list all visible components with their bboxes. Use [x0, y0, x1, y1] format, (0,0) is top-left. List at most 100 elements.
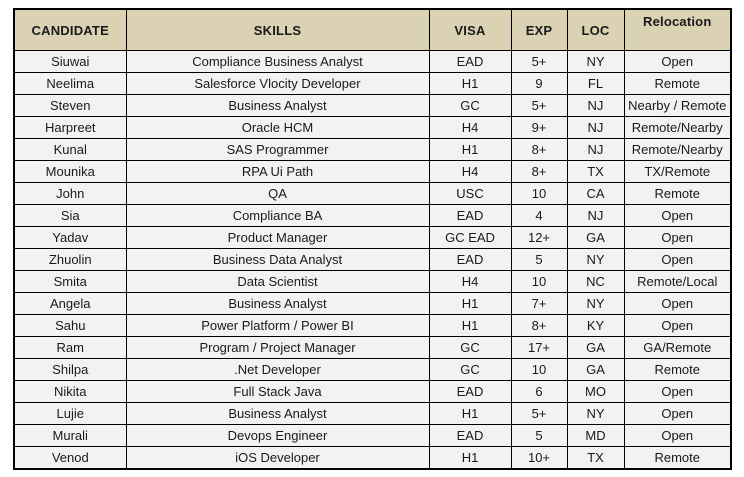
cell-visa: USC — [428, 182, 512, 205]
cell-exp: 10+ — [510, 446, 568, 470]
cell-candidate: Neelima — [13, 72, 127, 95]
header-row: CANDIDATE SKILLS VISA EXP LOC Relocation — [13, 8, 732, 51]
cell-skills: Data Scientist — [125, 270, 430, 293]
cell-visa: EAD — [428, 380, 512, 403]
candidates-table: CANDIDATE SKILLS VISA EXP LOC Relocation… — [13, 8, 732, 470]
cell-skills: Business Analyst — [125, 292, 430, 315]
table-row: Kunal SAS Programmer H1 8+ NJ Remote/Nea… — [13, 138, 732, 161]
cell-relocation: Remote — [623, 358, 732, 381]
cell-exp: 6 — [510, 380, 568, 403]
cell-relocation: Open — [623, 292, 732, 315]
table-row: Sahu Power Platform / Power BI H1 8+ KY … — [13, 314, 732, 337]
cell-visa: H4 — [428, 270, 512, 293]
cell-skills: Compliance Business Analyst — [125, 50, 430, 73]
cell-relocation: Nearby / Remote — [623, 94, 732, 117]
cell-visa: H1 — [428, 138, 512, 161]
cell-exp: 17+ — [510, 336, 568, 359]
table-row: Murali Devops Engineer EAD 5 MD Open — [13, 424, 732, 447]
cell-exp: 12+ — [510, 226, 568, 249]
table-row: Harpreet Oracle HCM H4 9+ NJ Remote/Near… — [13, 116, 732, 139]
cell-visa: EAD — [428, 424, 512, 447]
cell-candidate: Smita — [13, 270, 127, 293]
cell-visa: H4 — [428, 116, 512, 139]
cell-candidate: Angela — [13, 292, 127, 315]
cell-candidate: Steven — [13, 94, 127, 117]
column-header-relocation: Relocation — [623, 8, 732, 51]
column-header-exp: EXP — [510, 8, 568, 51]
cell-loc: MO — [566, 380, 625, 403]
table-row: Ram Program / Project Manager GC 17+ GA … — [13, 336, 732, 359]
cell-loc: TX — [566, 446, 625, 470]
cell-loc: NY — [566, 50, 625, 73]
table-row: Steven Business Analyst GC 5+ NJ Nearby … — [13, 94, 732, 117]
cell-relocation: Open — [623, 204, 732, 227]
cell-relocation: Remote — [623, 446, 732, 470]
cell-loc: NC — [566, 270, 625, 293]
cell-skills: RPA Ui Path — [125, 160, 430, 183]
column-header-visa: VISA — [428, 8, 512, 51]
cell-visa: GC — [428, 358, 512, 381]
cell-visa: H1 — [428, 402, 512, 425]
cell-relocation: Open — [623, 226, 732, 249]
cell-visa: EAD — [428, 248, 512, 271]
cell-exp: 10 — [510, 270, 568, 293]
cell-candidate: Lujie — [13, 402, 127, 425]
cell-loc: FL — [566, 72, 625, 95]
table-row: Lujie Business Analyst H1 5+ NY Open — [13, 402, 732, 425]
cell-visa: H1 — [428, 72, 512, 95]
cell-candidate: Murali — [13, 424, 127, 447]
cell-relocation: Remote/Nearby — [623, 138, 732, 161]
cell-skills: .Net Developer — [125, 358, 430, 381]
cell-visa: EAD — [428, 204, 512, 227]
cell-candidate: Siuwai — [13, 50, 127, 73]
cell-relocation: Remote — [623, 182, 732, 205]
table-row: John QA USC 10 CA Remote — [13, 182, 732, 205]
cell-relocation: Open — [623, 424, 732, 447]
table-row: Smita Data Scientist H4 10 NC Remote/Loc… — [13, 270, 732, 293]
cell-relocation: Open — [623, 402, 732, 425]
cell-visa: GC — [428, 94, 512, 117]
cell-loc: NJ — [566, 116, 625, 139]
cell-loc: NY — [566, 292, 625, 315]
cell-candidate: Sahu — [13, 314, 127, 337]
cell-skills: Devops Engineer — [125, 424, 430, 447]
table-row: Shilpa .Net Developer GC 10 GA Remote — [13, 358, 732, 381]
table-row: Zhuolin Business Data Analyst EAD 5 NY O… — [13, 248, 732, 271]
cell-relocation: TX/Remote — [623, 160, 732, 183]
cell-loc: NJ — [566, 94, 625, 117]
cell-relocation: Remote — [623, 72, 732, 95]
cell-loc: CA — [566, 182, 625, 205]
table-body: Siuwai Compliance Business Analyst EAD 5… — [13, 50, 732, 470]
cell-exp: 8+ — [510, 160, 568, 183]
cell-candidate: John — [13, 182, 127, 205]
cell-candidate: Kunal — [13, 138, 127, 161]
cell-exp: 5 — [510, 248, 568, 271]
cell-exp: 7+ — [510, 292, 568, 315]
cell-visa: H1 — [428, 446, 512, 470]
cell-exp: 5+ — [510, 50, 568, 73]
column-header-candidate: CANDIDATE — [13, 8, 127, 51]
cell-loc: NY — [566, 402, 625, 425]
cell-exp: 8+ — [510, 138, 568, 161]
cell-relocation: Open — [623, 380, 732, 403]
cell-loc: GA — [566, 226, 625, 249]
cell-skills: Salesforce Vlocity Developer — [125, 72, 430, 95]
cell-candidate: Shilpa — [13, 358, 127, 381]
table-row: Yadav Product Manager GC EAD 12+ GA Open — [13, 226, 732, 249]
cell-exp: 4 — [510, 204, 568, 227]
cell-exp: 8+ — [510, 314, 568, 337]
cell-visa: H4 — [428, 160, 512, 183]
cell-candidate: Venod — [13, 446, 127, 470]
cell-candidate: Ram — [13, 336, 127, 359]
cell-candidate: Yadav — [13, 226, 127, 249]
cell-exp: 9 — [510, 72, 568, 95]
cell-loc: TX — [566, 160, 625, 183]
column-header-skills: SKILLS — [125, 8, 430, 51]
cell-exp: 5+ — [510, 94, 568, 117]
cell-exp: 5 — [510, 424, 568, 447]
cell-candidate: Harpreet — [13, 116, 127, 139]
table-row: Venod iOS Developer H1 10+ TX Remote — [13, 446, 732, 470]
cell-exp: 5+ — [510, 402, 568, 425]
cell-loc: NJ — [566, 204, 625, 227]
cell-skills: Business Data Analyst — [125, 248, 430, 271]
